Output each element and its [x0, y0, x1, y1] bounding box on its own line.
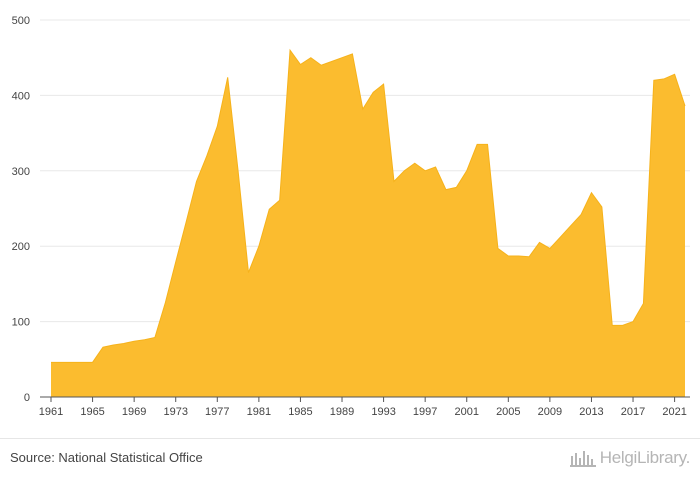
x-tick-label-1973: 1973 — [163, 406, 187, 418]
y-tick-label-0: 0 — [24, 392, 30, 404]
x-tick-label-1977: 1977 — [205, 406, 229, 418]
y-axis-tick-labels: 0 100 200 300 400 500 — [12, 15, 30, 404]
y-tick-label-500: 500 — [12, 15, 30, 27]
x-tick-label-2021: 2021 — [662, 406, 686, 418]
brand-logo: HelgiLibrary. — [569, 448, 691, 468]
axes — [40, 396, 690, 402]
x-tick-label-1969: 1969 — [122, 406, 146, 418]
area-line — [51, 48, 686, 363]
y-tick-label-400: 400 — [12, 90, 30, 102]
area-series — [51, 48, 686, 397]
brand-name: HelgiLibrary. — [599, 448, 691, 467]
y-tick-label-200: 200 — [12, 241, 30, 253]
x-tick-label-1965: 1965 — [80, 406, 104, 418]
footer-divider — [0, 438, 700, 439]
x-tick-label-2013: 2013 — [579, 406, 603, 418]
y-tick-label-300: 300 — [12, 166, 30, 178]
helgi-library-icon — [569, 451, 596, 467]
source-text: Source: National Statistical Office — [10, 450, 203, 465]
x-tick-label-1985: 1985 — [288, 406, 312, 418]
x-tick-label-2009: 2009 — [538, 406, 562, 418]
x-tick-label-2001: 2001 — [454, 406, 478, 418]
x-tick-label-1993: 1993 — [371, 406, 395, 418]
x-tick-label-2017: 2017 — [621, 406, 645, 418]
x-tick-label-1989: 1989 — [330, 406, 354, 418]
x-tick-label-1997: 1997 — [413, 406, 437, 418]
area-fill — [51, 50, 685, 397]
y-tick-label-100: 100 — [12, 317, 30, 329]
x-tick-label-2005: 2005 — [496, 406, 520, 418]
x-tick-label-1981: 1981 — [247, 406, 271, 418]
x-axis-tick-labels: 1961 1965 1969 1973 1977 1981 1985 1989 1993 1997… — [39, 406, 687, 418]
x-tick-label-1961: 1961 — [39, 406, 63, 418]
